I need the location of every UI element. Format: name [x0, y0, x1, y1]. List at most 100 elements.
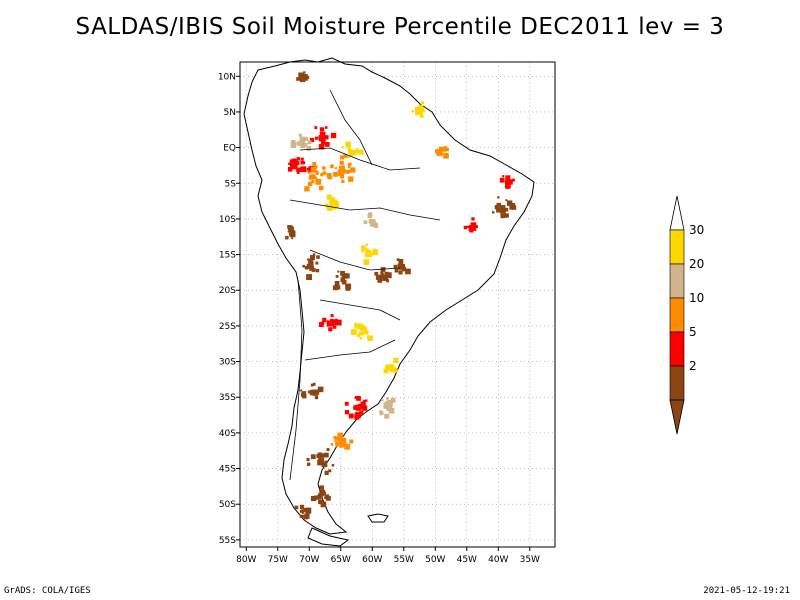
percentile-cell	[359, 410, 364, 415]
percentile-cell	[411, 110, 414, 113]
percentile-cell	[361, 326, 367, 332]
continent-outline	[243, 57, 535, 535]
y-tick-label: 45S	[219, 465, 236, 475]
percentile-cell	[288, 226, 293, 231]
percentile-cell	[330, 314, 334, 318]
percentile-cell	[315, 136, 319, 140]
percentile-cell	[315, 171, 319, 175]
percentile-cell	[365, 399, 368, 402]
percentile-cell	[299, 514, 303, 518]
percentile-cell	[304, 266, 309, 270]
percentile-cell	[351, 329, 357, 336]
percentile-cell	[354, 396, 358, 399]
y-tick-label: 20S	[219, 286, 236, 296]
percentile-cell	[387, 399, 393, 406]
percentile-cell	[314, 176, 317, 179]
percentile-cell	[356, 334, 360, 338]
percentile-cell	[307, 390, 311, 394]
percentile-cell	[320, 173, 324, 177]
percentile-cell	[475, 225, 478, 229]
percentile-cell	[330, 132, 337, 139]
percentile-cell	[356, 150, 359, 153]
percentile-cell	[307, 171, 311, 174]
x-tick-label: 45W	[457, 555, 477, 565]
percentile-cell	[298, 133, 302, 137]
percentile-cell	[341, 167, 345, 171]
percentile-cell	[299, 76, 306, 83]
percentile-cell	[385, 401, 390, 406]
percentile-cell	[500, 205, 503, 208]
percentile-cell	[389, 366, 396, 372]
percentile-cell	[331, 199, 337, 205]
percentile-cell	[512, 178, 515, 182]
percentile-cell	[333, 435, 337, 440]
percentile-cell	[442, 147, 447, 152]
percentile-cell	[294, 162, 297, 165]
percentile-cell	[319, 185, 324, 191]
percentile-cell	[321, 133, 324, 136]
percentile-cell	[291, 158, 297, 164]
percentile-cell	[303, 143, 308, 147]
percentile-cell	[348, 176, 354, 182]
percentile-cell	[362, 405, 368, 411]
percentile-cell	[500, 213, 505, 219]
percentile-cell	[335, 319, 342, 326]
percentile-cell	[384, 413, 390, 419]
percentile-cell	[405, 268, 411, 275]
percentile-cell	[341, 146, 344, 149]
percentile-cell	[342, 169, 347, 174]
percentile-cell	[323, 452, 329, 458]
percentile-cell	[350, 167, 354, 170]
percentile-cell	[300, 389, 303, 392]
percentile-cell	[324, 135, 329, 140]
percentile-cell	[348, 162, 352, 167]
percentile-cell	[344, 443, 351, 450]
percentile-cell	[318, 496, 322, 500]
x-tick-label: 75W	[268, 555, 288, 565]
x-tick-label: 50W	[425, 555, 445, 565]
percentile-cell	[321, 461, 327, 468]
percentile-cell	[468, 228, 472, 232]
y-tick-label: 50S	[219, 500, 236, 510]
percentile-cell	[307, 258, 310, 261]
percentile-cell	[363, 259, 370, 265]
percentile-cell	[294, 160, 298, 164]
percentile-cell	[386, 397, 389, 400]
x-tick-label: 65W	[331, 555, 351, 565]
percentile-cell	[339, 443, 344, 448]
percentile-cell	[337, 171, 343, 176]
percentile-cell	[290, 230, 296, 236]
percentile-cell	[467, 225, 470, 228]
percentile-cell	[311, 167, 316, 172]
percentile-cell	[309, 389, 316, 396]
percentile-cell	[352, 150, 357, 155]
percentile-cell	[350, 151, 354, 155]
percentile-cell	[320, 453, 325, 458]
percentile-cell	[322, 171, 327, 175]
percentile-cell	[420, 108, 424, 112]
x-tick-label: 80W	[236, 555, 256, 565]
border-line	[304, 339, 396, 361]
percentile-cell	[337, 432, 343, 439]
percentile-cell	[321, 139, 326, 145]
percentile-cell	[419, 114, 424, 118]
percentile-cell	[310, 383, 314, 387]
percentile-cell	[383, 403, 389, 409]
percentile-cell	[326, 448, 330, 452]
percentile-cell	[307, 168, 311, 172]
percentile-cell	[287, 230, 290, 233]
percentile-cell	[322, 317, 327, 322]
percentile-cell	[396, 258, 400, 261]
percentile-cell	[502, 175, 505, 178]
percentile-cell	[326, 194, 332, 200]
percentile-cell	[333, 172, 338, 177]
percentile-cell	[324, 142, 330, 147]
percentile-cell	[335, 275, 339, 278]
colorbar: 30 20 10 5 2	[669, 195, 704, 435]
percentile-cell	[310, 255, 315, 260]
colorbar-label: 20	[689, 257, 704, 271]
x-tick-label: 60W	[362, 555, 382, 565]
percentile-cell	[325, 203, 328, 207]
percentile-cell	[398, 263, 403, 268]
percentile-cell	[354, 324, 359, 329]
